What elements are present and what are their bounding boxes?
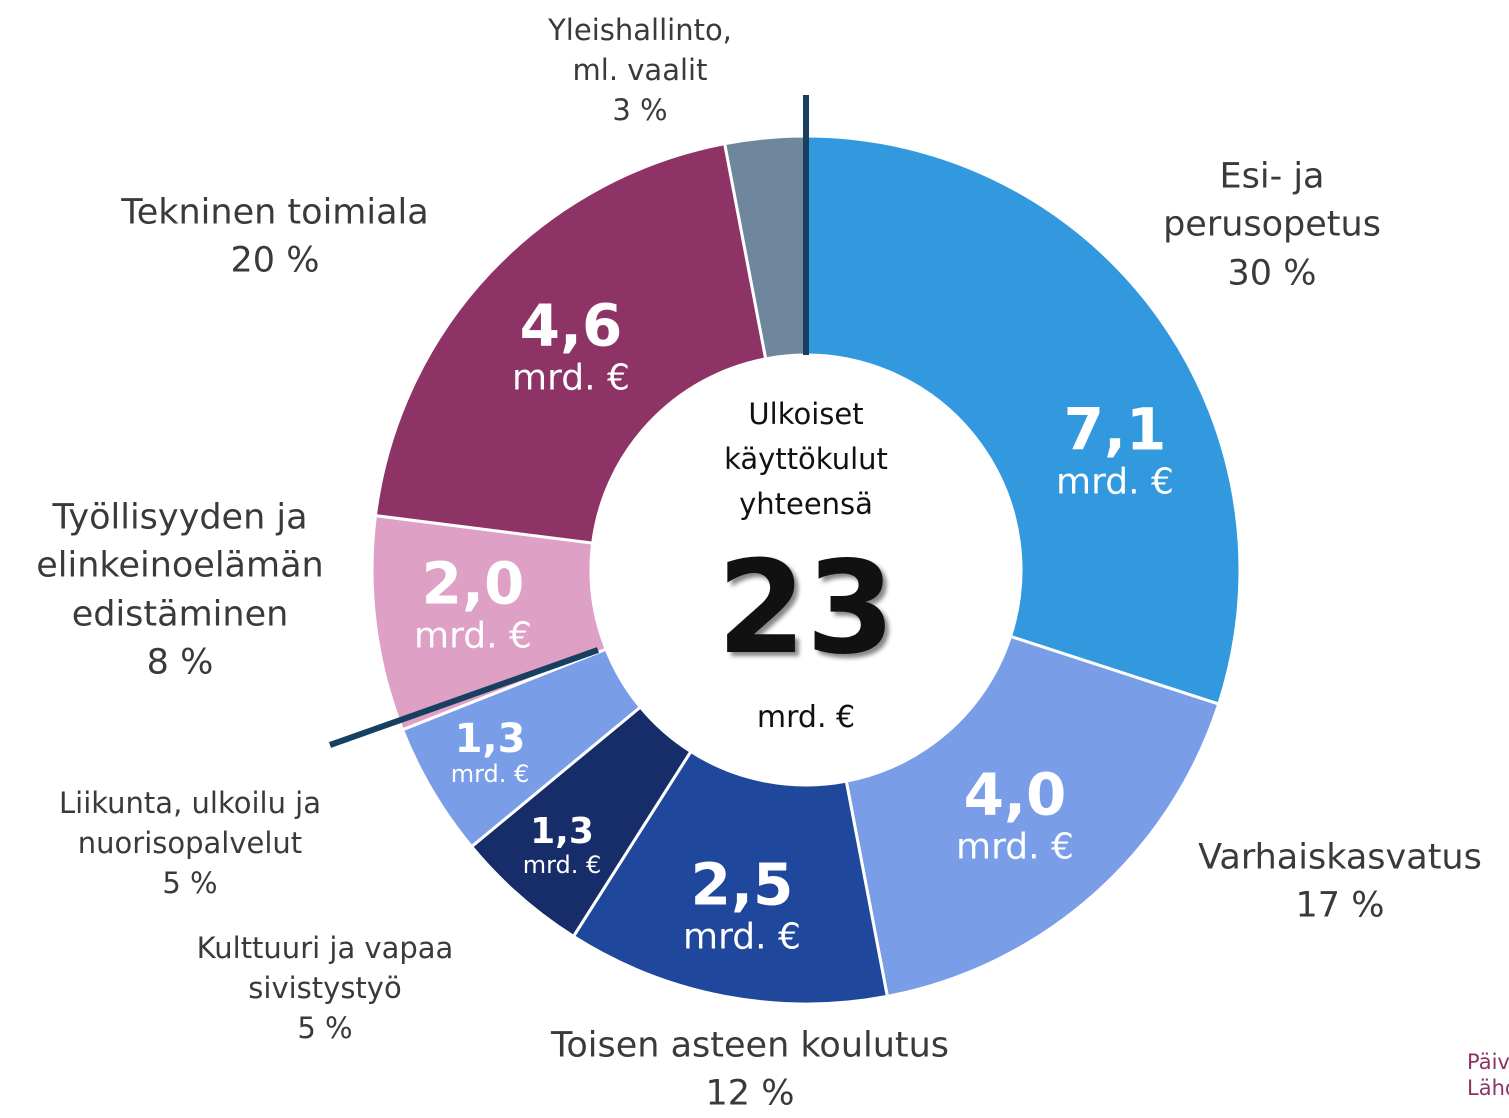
slice [373,141,768,545]
slice-label: Yleishallinto, ml. vaalit 3 % [548,10,732,130]
amount-label: 1,3 mrd. € [451,717,530,787]
slice-label: Työllisyyden ja elinkeinoelämän edistämi… [36,493,323,686]
amount-unit: mrd. € [1056,461,1174,503]
percent-label: 8 % [146,642,214,683]
slice-label: Tekninen toimiala 20 % [121,189,428,286]
slice-label: Esi- ja perusopetus 30 % [1163,153,1381,298]
percent-label: 12 % [705,1074,795,1114]
percent-label: 17 % [1295,886,1385,926]
slice-label: Kulttuuri ja vapaa sivistystyö 5 % [197,928,454,1048]
footnote: Lähde [1467,1076,1509,1100]
amount-value: 4,6 [519,291,623,360]
amount-value: 2,0 [421,549,525,618]
amount-label: 2,5 mrd. € [683,850,801,958]
percent-label: 30 % [1227,253,1317,294]
amount-unit: mrd. € [414,615,532,657]
center-unit: mrd. € [756,700,856,735]
amount-unit: mrd. € [512,357,630,399]
category-label: Yleishallinto, ml. vaalit [548,12,732,87]
amount-value: 4,0 [963,760,1067,829]
amount-unit: mrd. € [450,759,530,788]
percent-label: 5 % [297,1011,353,1046]
amount-value: 1,3 [530,811,594,853]
category-label: Kulttuuri ja vapaa sivistystyö [196,930,454,1005]
amount-label: 4,6 mrd. € [512,291,630,399]
category-label: Toisen asteen koulutus [550,1025,950,1066]
amount-unit: mrd. € [956,826,1074,868]
amount-label: 4,0 mrd. € [956,760,1074,868]
slice [804,134,1242,707]
slice-label: Varhaiskasvatus 17 % [1198,834,1482,931]
separator-line [328,647,600,748]
slices [370,134,1242,1006]
percent-label: 5 % [162,866,218,901]
category-label: Esi- ja perusopetus [1163,156,1381,245]
center-total: 23 [716,534,896,683]
category-label: Tekninen toimiala [121,192,429,233]
amount-label: 2,0 mrd. € [414,549,532,657]
footnote: Päivit [1467,1050,1509,1074]
slice-label: Liikunta, ulkoilu ja nuorisopalvelut 5 % [59,783,321,903]
amount-value: 1,3 [454,715,526,762]
amount-label: 7,1 mrd. € [1056,395,1174,503]
amount-label: 1,3 mrd. € [523,812,602,878]
amount-value: 2,5 [690,850,794,919]
amount-unit: mrd. € [522,850,602,879]
center-text: Ulkoiset käyttökulut yhteensä [724,397,888,521]
slice [844,634,1221,999]
amount-value: 7,1 [1063,395,1167,464]
slice-label: Toisen asteen koulutus 12 % [551,1022,949,1118]
category-label: Liikunta, ulkoilu ja nuorisopalvelut [59,785,321,860]
amount-unit: mrd. € [683,916,801,958]
category-label: Varhaiskasvatus [1198,837,1482,878]
percent-label: 3 % [612,93,668,128]
category-label: Työllisyyden ja elinkeinoelämän edistämi… [36,497,324,634]
percent-label: 20 % [230,241,320,281]
